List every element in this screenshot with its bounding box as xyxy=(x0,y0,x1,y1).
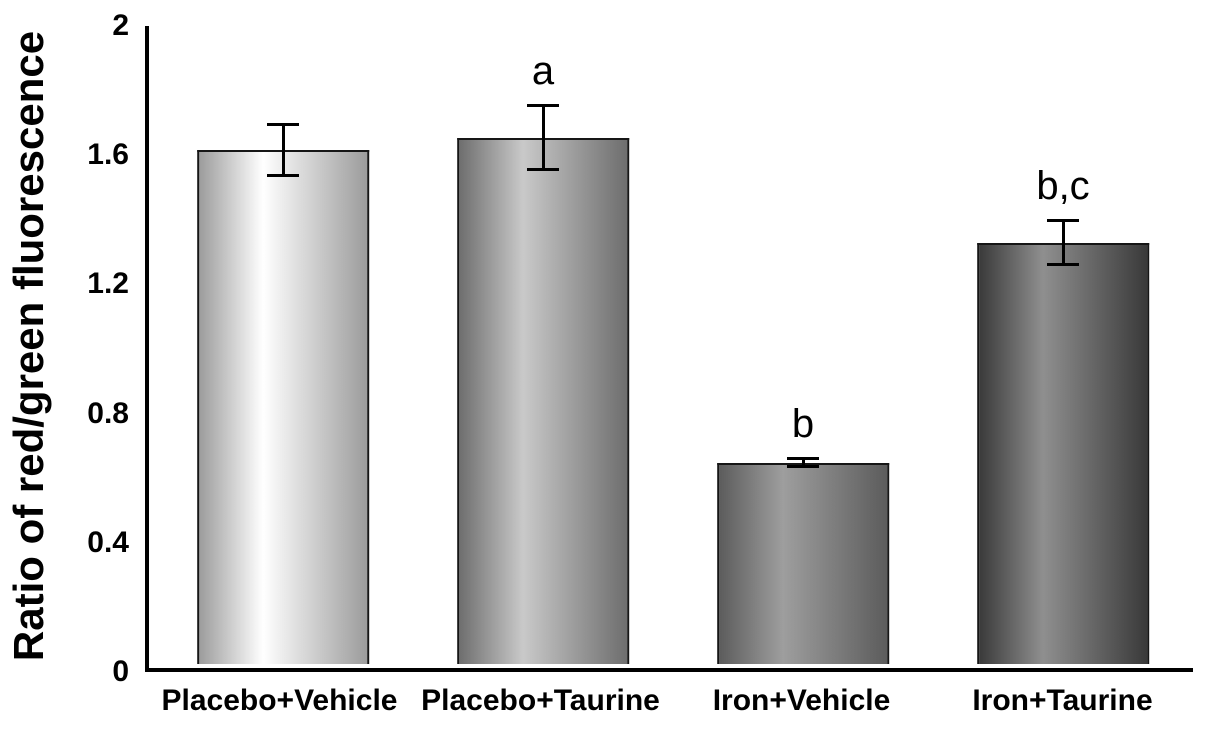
bars-container: a b b,c xyxy=(153,26,1193,664)
bar xyxy=(717,463,889,664)
x-axis-labels: Placebo+Vehicle Placebo+Taurine Iron+Vehic… xyxy=(149,684,1193,718)
error-bar xyxy=(541,105,545,170)
error-bar-cap-bottom xyxy=(1047,263,1079,267)
bar-group: b,c xyxy=(933,26,1193,664)
error-bar-cap-top xyxy=(527,103,559,107)
error-bar-cap-bottom xyxy=(787,464,819,468)
y-tick-label: 0 xyxy=(112,655,129,688)
x-axis-label: Placebo+Vehicle xyxy=(161,684,398,717)
significance-annotation: b xyxy=(791,402,815,447)
y-axis-title: Ratio of red/green fluorescence xyxy=(0,0,60,692)
bar-group: b xyxy=(673,26,933,664)
error-bar xyxy=(1061,220,1065,266)
bar-group xyxy=(153,26,413,664)
y-tick-label: 2 xyxy=(112,9,129,42)
error-bar-cap-top xyxy=(267,122,299,126)
x-axis-label: Iron+Taurine xyxy=(972,684,1153,717)
error-bar xyxy=(801,459,805,467)
significance-annotation: a xyxy=(531,48,555,93)
error-bar-cap-bottom xyxy=(267,173,299,177)
bar xyxy=(457,137,629,664)
y-tick-label: 1.2 xyxy=(87,267,129,301)
bar xyxy=(197,150,369,664)
y-tick-label: 1.6 xyxy=(87,138,129,172)
bar xyxy=(977,242,1149,664)
bar-group: a xyxy=(413,26,673,664)
significance-annotation: b,c xyxy=(1036,163,1090,208)
y-tick-label: 0.4 xyxy=(87,525,129,559)
y-tick-label: 0.8 xyxy=(87,396,129,430)
x-axis-label: Placebo+Taurine xyxy=(421,684,660,717)
error-bar xyxy=(281,124,285,176)
error-bar-cap-bottom xyxy=(527,167,559,171)
error-bar-cap-top xyxy=(1047,218,1079,222)
y-axis-title-text: Ratio of red/green fluorescence xyxy=(5,30,53,662)
plot-area: a b b,c xyxy=(145,26,1193,672)
error-bar-cap-top xyxy=(787,457,819,461)
x-axis-label: Iron+Vehicle xyxy=(712,684,891,717)
plot-wrap: 0 0.4 0.8 1.2 1.6 2 a b b,c xyxy=(87,9,1193,688)
